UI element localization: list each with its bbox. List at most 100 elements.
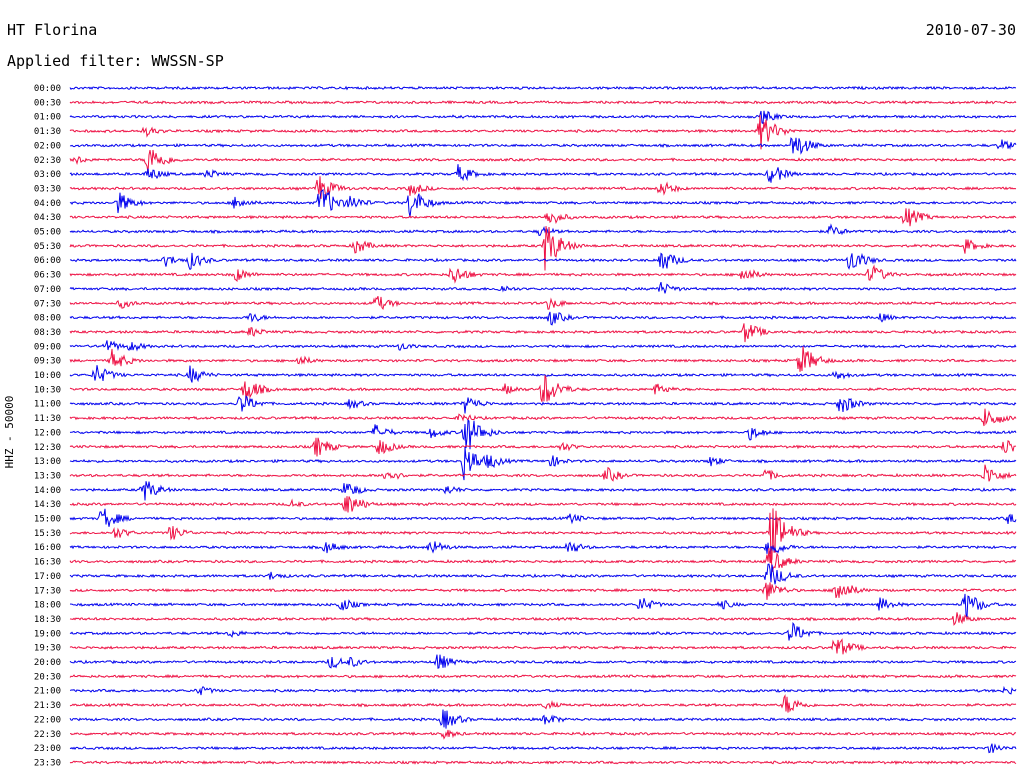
time-tick-label: 18:30 — [34, 615, 61, 625]
time-tick-label: 13:00 — [34, 457, 61, 467]
trace-line — [69, 176, 1017, 199]
trace-line — [69, 85, 1017, 91]
time-tick-label: 08:30 — [34, 328, 61, 338]
trace-line — [69, 622, 1017, 641]
time-tick-label: 02:30 — [34, 156, 61, 166]
record-date: 2010-07-30 — [925, 21, 1016, 39]
trace-line — [69, 296, 1017, 310]
time-tick-label: 20:30 — [34, 672, 61, 682]
trace-line — [69, 760, 1017, 765]
time-tick-label: 01:30 — [34, 127, 61, 137]
trace-line — [69, 464, 1017, 482]
trace-line — [70, 729, 1017, 740]
time-tick-label: 10:30 — [34, 385, 61, 395]
trace-line — [69, 365, 1017, 383]
trace-line — [69, 188, 1017, 218]
time-tick-label: 11:30 — [34, 414, 61, 424]
trace-line — [69, 223, 1017, 236]
trace-line — [69, 508, 1017, 564]
time-tick-label: 20:00 — [34, 658, 61, 668]
time-tick-label: 03:30 — [34, 184, 61, 194]
trace-line — [69, 208, 1017, 227]
trace-line — [69, 496, 1017, 513]
time-tick-label: 05:00 — [34, 228, 61, 238]
trace-line — [69, 638, 1017, 655]
trace-line — [69, 743, 1017, 754]
trace-line — [69, 149, 1017, 173]
trace-line — [69, 99, 1017, 105]
time-tick-label: 21:00 — [34, 687, 61, 697]
trace-line — [69, 673, 1017, 679]
trace-line — [69, 164, 1017, 183]
time-tick-label: 04:30 — [34, 213, 61, 223]
trace-line — [69, 548, 1017, 572]
trace-line — [69, 252, 1017, 271]
time-tick-label: 23:30 — [34, 758, 61, 768]
time-tick-label: 06:00 — [34, 256, 61, 266]
time-tick-label: 12:00 — [34, 428, 61, 438]
trace-line — [69, 114, 1017, 150]
trace-line — [69, 582, 1017, 600]
time-tick-label: 15:30 — [34, 529, 61, 539]
trace-line — [69, 264, 1017, 284]
time-tick-label: 14:00 — [34, 486, 61, 496]
time-tick-label: 07:00 — [34, 285, 61, 295]
trace-line — [69, 447, 1017, 481]
time-tick-label: 12:30 — [34, 443, 61, 453]
time-tick-label: 16:30 — [34, 558, 61, 568]
trace-line — [69, 395, 1017, 414]
time-tick-label: 09:00 — [34, 342, 61, 352]
trace-line — [69, 593, 1017, 618]
trace-line — [69, 110, 1017, 125]
trace-line — [69, 375, 1017, 402]
time-tick-label: 09:30 — [34, 357, 61, 367]
trace-line — [69, 612, 1017, 626]
trace-line — [69, 541, 1017, 555]
time-tick-label: 11:00 — [34, 400, 61, 410]
trace-line — [69, 685, 1017, 696]
time-tick-label: 21:30 — [34, 701, 61, 711]
time-tick-label: 08:00 — [34, 314, 61, 324]
time-tick-label: 17:30 — [34, 586, 61, 596]
trace-line — [70, 481, 1017, 501]
time-tick-label: 04:00 — [34, 199, 61, 209]
time-tick-label: 16:00 — [34, 543, 61, 553]
station-title: HT Florina — [7, 21, 98, 39]
time-tick-label: 22:00 — [34, 715, 61, 725]
filter-label: Applied filter: WWSSN-SP — [7, 52, 224, 70]
time-tick-label: 00:00 — [34, 84, 61, 94]
time-tick-label: 22:30 — [34, 730, 61, 740]
trace-line — [69, 508, 1017, 527]
trace-line — [69, 563, 1017, 585]
time-tick-label: 14:30 — [34, 500, 61, 510]
time-tick-label: 01:00 — [34, 113, 61, 123]
time-tick-label: 15:00 — [34, 515, 61, 525]
time-tick-label: 18:00 — [34, 601, 61, 611]
trace-line — [69, 137, 1017, 155]
trace-line — [69, 323, 1017, 343]
trace-line — [69, 311, 1017, 326]
time-tick-label: 13:30 — [34, 471, 61, 481]
time-tick-label: 06:30 — [34, 271, 61, 281]
time-tick-label: 19:00 — [34, 629, 61, 639]
trace-line — [69, 419, 1017, 450]
time-tick-label: 17:00 — [34, 572, 61, 582]
time-tick-label: 19:30 — [34, 644, 61, 654]
time-tick-label: 07:30 — [34, 299, 61, 309]
trace-line — [69, 693, 1017, 713]
time-tick-label: 03:00 — [34, 170, 61, 180]
trace-line — [69, 654, 1017, 669]
time-tick-label: 23:00 — [34, 744, 61, 754]
trace-line — [69, 437, 1017, 457]
trace-line — [69, 709, 1017, 729]
trace-line — [69, 340, 1017, 352]
trace-line — [69, 281, 1017, 294]
trace-line — [69, 408, 1017, 427]
trace-line — [69, 346, 1017, 372]
time-tick-label: 02:00 — [34, 141, 61, 151]
trace-line — [69, 226, 1017, 271]
time-tick-label: 00:30 — [34, 98, 61, 108]
time-tick-label: 10:00 — [34, 371, 61, 381]
time-tick-label: 05:30 — [34, 242, 61, 252]
